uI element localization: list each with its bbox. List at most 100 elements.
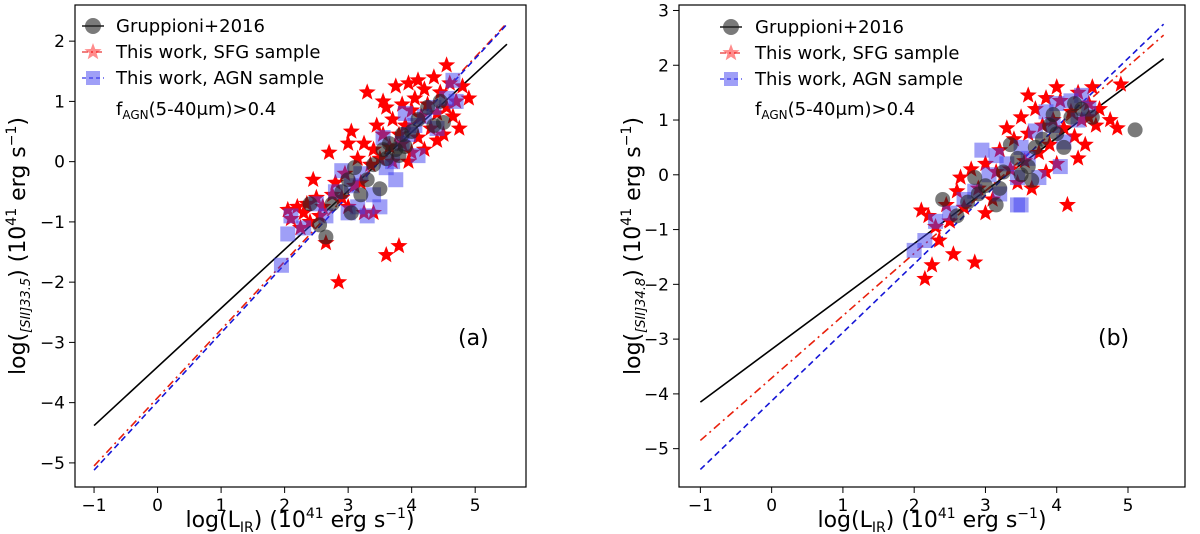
sfg-point <box>377 246 395 263</box>
y-tick-label: 0 <box>658 166 669 186</box>
y-ticks-a: −5 −4 −3 −2 −1 0 1 2 <box>40 32 75 474</box>
legend-label: This work, AGN sample <box>754 69 963 90</box>
x-axis-label-a: log(LIR) (1041 erg s−1) <box>185 506 414 534</box>
agn-point <box>283 208 299 224</box>
sfg-point <box>1069 149 1087 166</box>
sfg-point <box>444 107 462 124</box>
agn-point <box>1010 197 1026 213</box>
sfg-point <box>1041 135 1059 152</box>
y-tick-label: −4 <box>644 385 669 405</box>
sfg-point <box>355 134 373 151</box>
gruppioni-point <box>967 170 983 186</box>
fit-line-dashed <box>93 23 508 471</box>
agn-point <box>296 220 312 236</box>
sfg-point <box>1083 78 1101 95</box>
sfg-point <box>364 140 383 157</box>
sfg-point <box>951 168 970 185</box>
sfg-point <box>390 237 408 254</box>
agn-point <box>917 233 933 249</box>
agn-point <box>1052 159 1068 175</box>
legend-entry-agn: This work, AGN sample <box>82 68 324 89</box>
legend-entry-sfg: This work, SFG sample <box>720 43 959 64</box>
gruppioni-point <box>324 196 340 212</box>
sfg-point <box>1026 100 1044 117</box>
sfg-point <box>406 89 424 106</box>
sfg-point <box>1055 119 1073 136</box>
panel-a: −1 0 1 2 3 4 5 −5 −4 −3 −2 −1 0 1 2 Gruppioni+2016 Th… <box>4 4 527 534</box>
sfg-point <box>374 92 392 109</box>
sfg-point <box>320 143 338 160</box>
gruppioni-point <box>1010 150 1026 166</box>
legend-marker-circle <box>723 19 739 35</box>
x-tick-label: 4 <box>406 496 417 516</box>
gruppioni-point <box>949 208 965 224</box>
sfg-point <box>1019 86 1037 103</box>
sfg-point <box>1101 111 1119 128</box>
sfg-point <box>962 160 980 177</box>
sfg-point <box>976 154 995 172</box>
y-tick-label: −1 <box>644 221 669 241</box>
x-tick-label: 1 <box>838 496 849 516</box>
gruppioni-point <box>435 114 451 130</box>
legend-marker-circle <box>85 18 101 34</box>
gruppioni-point <box>1049 126 1065 142</box>
sfg-point <box>339 134 357 151</box>
y-tick-label: 1 <box>54 92 65 112</box>
legend-entry-gruppioni: Gruppioni+2016 <box>720 17 904 38</box>
gruppioni-point <box>1034 131 1050 147</box>
gruppioni-point <box>343 205 359 221</box>
gruppioni-point <box>375 142 391 158</box>
sfg-point <box>944 245 962 262</box>
agn-point <box>372 199 388 215</box>
sfg-point <box>1090 100 1109 117</box>
sfg-point <box>368 116 386 133</box>
gruppioni-point <box>1063 109 1079 125</box>
sfg-point <box>288 197 306 215</box>
sfg-point <box>409 71 427 88</box>
y-ticks-b: −5 −4 −3 −2 −1 0 1 2 3 <box>644 1 679 460</box>
x-ticks-a: −1 0 1 2 3 4 5 <box>82 487 481 516</box>
gruppioni-point <box>995 164 1011 180</box>
gruppioni-point <box>346 160 362 176</box>
legend-a: Gruppioni+2016 This work, SFG sample Thi… <box>82 16 324 89</box>
gruppioni-point <box>1045 107 1061 123</box>
axes-frame-b <box>678 4 1186 488</box>
sfg-point <box>1048 78 1066 95</box>
gruppioni-point <box>334 184 350 200</box>
y-tick-label: −3 <box>40 333 65 353</box>
agn-point <box>928 213 944 229</box>
y-tick-label: −4 <box>40 394 65 414</box>
legend-entry-gruppioni: Gruppioni+2016 <box>82 16 265 37</box>
x-ticks-b: −1 0 1 2 3 4 5 <box>688 487 1133 516</box>
sfg-point <box>1087 116 1105 133</box>
sfg-point <box>1065 127 1084 144</box>
fagn-annotation-b: fAGN(5-40μm)>0.4 <box>755 99 915 122</box>
sfg-point <box>948 182 966 199</box>
sfg-point <box>966 253 984 270</box>
plot-area-b <box>699 23 1165 471</box>
sfg-point <box>930 231 948 248</box>
x-tick-label: 4 <box>1051 496 1062 516</box>
agn-point <box>988 148 1004 164</box>
panel-b: −1 0 1 2 3 4 5 −5 −4 −3 −2 −1 0 1 2 3 Gruppioni+2016 T… <box>619 1 1186 534</box>
sfg-point <box>326 173 344 191</box>
sfg-point <box>399 152 418 169</box>
sfg-point <box>409 128 427 145</box>
sfg-point <box>453 77 472 94</box>
sfg-point <box>438 56 456 73</box>
agn-point <box>397 105 413 121</box>
gruppioni-point <box>1056 139 1072 155</box>
gruppioni-point <box>1024 172 1040 188</box>
legend-entry-agn: This work, AGN sample <box>720 69 963 90</box>
y-tick-label: −5 <box>40 454 65 474</box>
agn-point <box>359 208 375 224</box>
legend-label: This work, AGN sample <box>115 68 324 89</box>
y-tick-label: 0 <box>54 153 65 173</box>
y-tick-label: −1 <box>40 213 65 233</box>
agn-point <box>388 172 404 188</box>
gruppioni-point <box>988 197 1004 213</box>
agn-point <box>445 72 461 88</box>
y-tick-label: −2 <box>40 273 65 293</box>
x-tick-label: 0 <box>766 496 777 516</box>
gruppioni-point <box>410 111 426 127</box>
